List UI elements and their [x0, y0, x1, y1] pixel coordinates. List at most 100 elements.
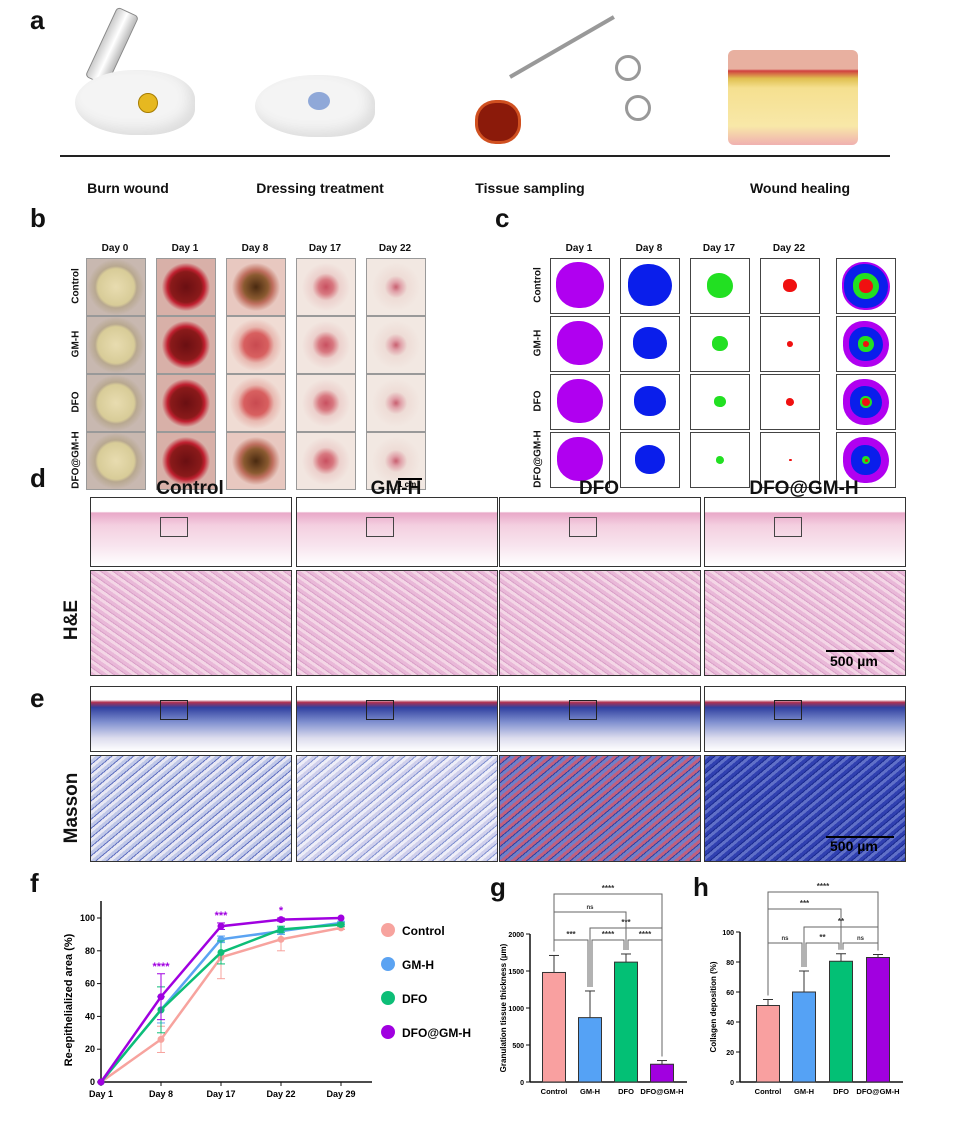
group-label: GM-H	[532, 329, 544, 357]
day-header: Day 8	[241, 243, 269, 254]
y-tick-label: 20	[726, 1050, 734, 1057]
scale-bar-500um-masson: 500 µm	[830, 838, 878, 854]
masson-detail-image	[704, 755, 906, 862]
panel-label-b: b	[30, 203, 46, 233]
wound-area	[716, 456, 724, 464]
significance-label: ***	[215, 910, 229, 922]
data-point	[217, 922, 225, 930]
wound-trace	[620, 432, 680, 488]
y-tick-label: 0	[90, 1077, 95, 1087]
wound-overlay	[836, 258, 896, 314]
data-point	[157, 1035, 165, 1043]
group-header: Control	[156, 478, 224, 499]
rat-illustration-1	[75, 70, 195, 135]
wound-trace	[620, 258, 680, 314]
scale-bar-500um: 500 µm	[830, 653, 878, 669]
zoom-box	[366, 700, 394, 720]
wound-area	[787, 341, 793, 347]
wound-overlay	[836, 374, 896, 430]
panel-label-a: a	[30, 5, 45, 35]
he-overview-image	[704, 497, 906, 567]
wound-trace	[690, 316, 750, 372]
wound-photo	[156, 374, 216, 432]
y-tick-label: 80	[85, 946, 95, 956]
y-tick-label: 500	[512, 1043, 524, 1050]
wound-photo	[366, 316, 426, 374]
wound-trace	[760, 432, 820, 488]
day-header: Day 22	[378, 243, 412, 254]
wound-photo	[366, 258, 426, 316]
significance-label: ****	[639, 930, 652, 939]
data-point	[277, 916, 285, 924]
x-tick-label: DFO@GM-H	[640, 1087, 683, 1096]
step-tissue-sampling: Tissue sampling	[475, 180, 585, 196]
zoom-box	[160, 517, 188, 537]
comparison-bracket	[842, 942, 879, 951]
bar-DFO@GM-H	[650, 1063, 674, 1083]
scale-bar-line	[826, 836, 894, 838]
wound-trace	[550, 432, 610, 488]
group-label: GM-H	[70, 330, 82, 358]
legend-marker	[381, 991, 395, 1005]
x-tick-label: Day 29	[326, 1089, 355, 1099]
zoom-box	[774, 517, 802, 537]
day-header: Day 0	[101, 243, 129, 254]
significance-label: ***	[566, 930, 576, 939]
group-header: DFO@GM-H	[749, 478, 859, 499]
he-detail-image	[704, 570, 906, 676]
comparison-bracket	[767, 891, 879, 996]
y-tick-label: 0	[730, 1080, 734, 1087]
legend-label: GM-H	[402, 958, 434, 972]
wound-photo	[296, 316, 356, 374]
he-overview-image	[499, 497, 701, 567]
bar-DFO	[614, 961, 638, 1083]
wound-photo	[226, 432, 286, 490]
masson-detail-image	[499, 755, 701, 862]
legend-label: Control	[402, 924, 445, 938]
skin-layers-illustration	[728, 50, 858, 145]
wound-trace	[760, 316, 820, 372]
comparison-bracket	[767, 942, 803, 996]
y-tick-label: 20	[85, 1044, 95, 1054]
tissue-sample-illustration	[475, 100, 521, 144]
significance-label: ****	[602, 884, 615, 893]
wound-trace	[690, 374, 750, 430]
panel-label-h: h	[693, 872, 709, 902]
wound-trace	[550, 374, 610, 430]
y-tick-label: 2000	[508, 932, 524, 939]
data-point	[337, 921, 345, 929]
he-overview-image	[90, 497, 292, 567]
wound-photo	[226, 258, 286, 316]
overlay-area	[863, 341, 869, 347]
significance-label: *	[279, 905, 284, 917]
wound-photo	[86, 316, 146, 374]
group-label: DFO	[532, 390, 544, 412]
step-dressing-treatment: Dressing treatment	[256, 180, 384, 196]
masson-overview-image	[90, 686, 292, 752]
x-tick-label: GM-H	[580, 1087, 600, 1096]
wound-photo	[366, 374, 426, 432]
zoom-box	[569, 517, 597, 537]
wound-overlay	[836, 432, 896, 488]
legend-label: DFO	[402, 992, 427, 1006]
y-tick-label: 60	[85, 979, 95, 989]
scale-bar-label: 1 cm	[398, 480, 417, 489]
x-tick-label: Control	[755, 1087, 782, 1096]
wound-area	[633, 327, 667, 360]
significance-label: ***	[800, 899, 810, 908]
group-label: Control	[70, 268, 82, 304]
data-point	[97, 1078, 105, 1086]
wound-area	[786, 398, 794, 406]
wound-trace	[760, 258, 820, 314]
group-label: DFO@GM-H	[70, 431, 82, 489]
panel-label-e: e	[30, 683, 45, 713]
x-tick-label: DFO	[618, 1087, 634, 1096]
wound-area	[556, 262, 604, 308]
legend-marker	[381, 1025, 395, 1039]
y-tick-label: 1500	[508, 969, 524, 976]
wound-trace	[690, 258, 750, 314]
bar-Control	[542, 971, 566, 1083]
panel-label-f: f	[30, 868, 39, 898]
wound-area	[635, 445, 665, 474]
